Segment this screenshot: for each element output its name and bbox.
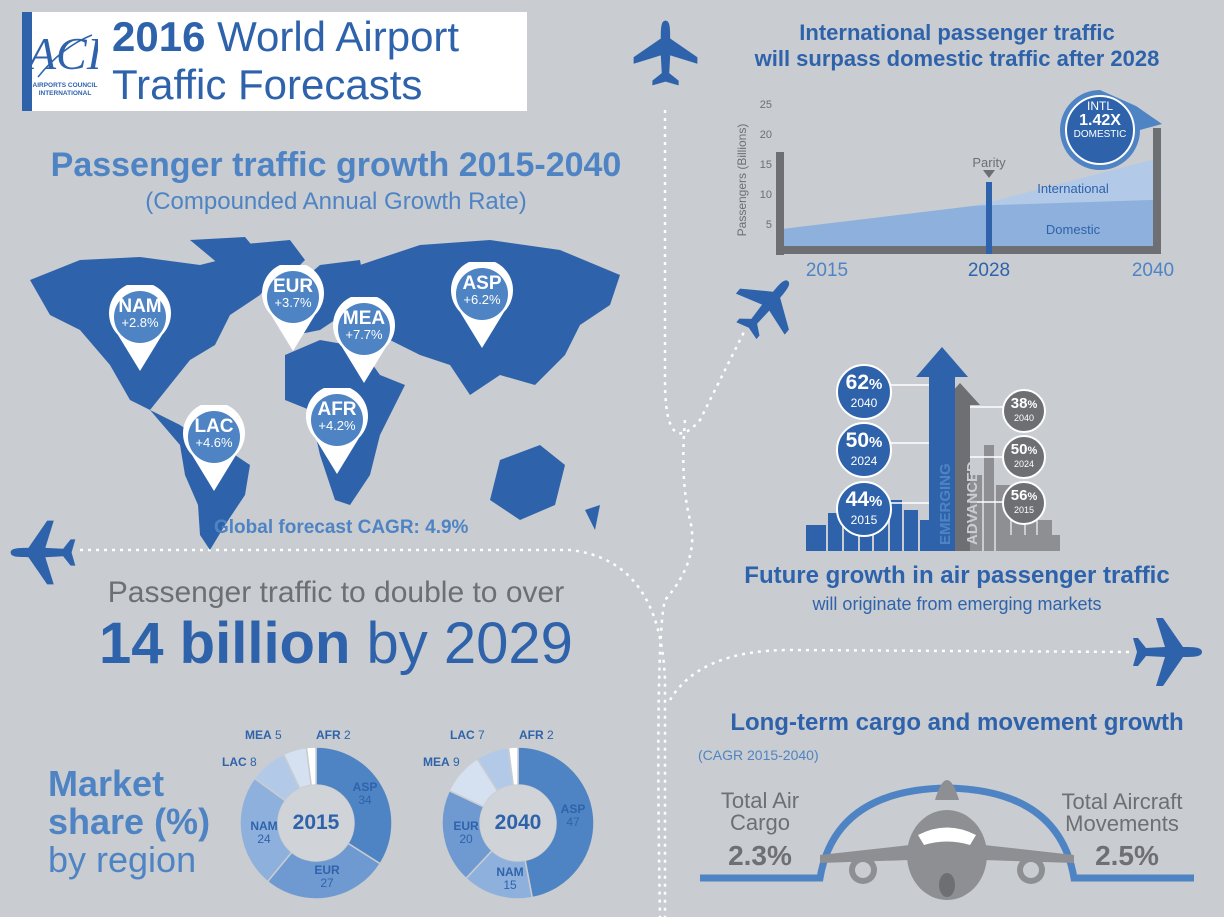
axis-left-bar <box>776 152 784 255</box>
region-pin-afr: AFR +4.2% <box>305 385 369 476</box>
donut-2015-legend-lac: LAC 8 <box>222 755 257 769</box>
cargo-left-label: Total Air Cargo <box>720 788 800 835</box>
domestic-label: Domestic <box>1046 222 1101 237</box>
svg-text:15: 15 <box>760 159 772 171</box>
svg-text:25: 25 <box>760 99 772 111</box>
donut-hole <box>278 785 354 861</box>
page-title-line1: 2016 World Airport <box>112 13 460 60</box>
future-heading: Future growth in air passenger traffic <box>744 562 1170 589</box>
airplane-icon <box>633 20 698 86</box>
svg-text:AIRPORTS COUNCIL: AIRPORTS COUNCIL <box>33 82 98 89</box>
donut-2015-label-eur: EUR 27 <box>314 863 340 890</box>
donut-chart-2040 <box>441 746 595 900</box>
intl-area-chart: Parity International Domestic 25 20 15 1… <box>735 99 1174 281</box>
region-pin-nam: NAM +2.8% <box>108 282 172 373</box>
aci-logo: ACI AIRPORTS COUNCIL INTERNATIONAL <box>25 17 105 107</box>
skyline-emerging-advanced: EMERGING ADVANCED <box>806 347 1060 551</box>
growth-subheading: (Compounded Annual Growth Rate) <box>145 188 527 215</box>
donut-2015-label-nam: NAM 24 <box>250 819 278 846</box>
donut-2015-year: 2015 <box>292 811 340 834</box>
svg-text:INTERNATIONAL: INTERNATIONAL <box>39 90 92 97</box>
growth-heading: Passenger traffic growth 2015-2040 <box>50 146 622 184</box>
parity-line <box>986 182 992 254</box>
airplane-icon <box>10 520 76 585</box>
double-headline: 14 billion by 2029 <box>99 611 573 676</box>
svg-text:2015: 2015 <box>806 260 848 281</box>
region-pin-asp: ASP +6.2% <box>450 259 514 350</box>
svg-text:10: 10 <box>760 189 772 201</box>
advanced-bubble-2024: 50% 2024 <box>1002 435 1046 479</box>
emerging-bubble-2040: 62% 2040 <box>836 364 892 420</box>
svg-text:ACI: ACI <box>32 28 98 79</box>
donut-2015-label-asp: ASP 34 <box>352 780 378 807</box>
future-subheading: will originate from emerging markets <box>812 594 1102 614</box>
emerging-bubble-2015: 44% 2015 <box>836 481 892 537</box>
donut-2040-legend-mea: MEA 9 <box>423 755 460 769</box>
region-pin-eur: EUR +3.7% <box>261 262 325 353</box>
y-axis-label: Passengers (Billions) <box>735 124 749 237</box>
emerging-label: EMERGING <box>937 463 954 545</box>
area-domestic <box>784 199 1153 246</box>
region-pin-mea: MEA +7.7% <box>332 294 396 385</box>
svg-text:2028: 2028 <box>968 260 1010 281</box>
double-intro: Passenger traffic to double to over <box>107 576 565 609</box>
region-pin-lac: LAC +4.6% <box>182 402 246 493</box>
donut-chart-2015 <box>239 746 393 900</box>
advanced-label: ADVANCED <box>964 461 981 545</box>
airplane-icon <box>1133 618 1202 686</box>
intl-ratio-badge: INTL 1.42X DOMESTIC <box>1073 99 1127 141</box>
global-cagr: Global forecast CAGR: 4.9% <box>214 517 469 538</box>
donut-hole <box>480 785 556 861</box>
airplane-icon <box>735 280 790 340</box>
intl-heading: International passenger traffic will surp… <box>754 20 1160 71</box>
donut-2040-label-nam: NAM 15 <box>496 865 524 892</box>
cargo-right-value: 2.5% <box>1095 840 1159 871</box>
donut-2040-year: 2040 <box>494 811 542 834</box>
donut-2040-legend-lac: LAC 7 <box>450 728 485 742</box>
axis-bottom-bar <box>776 246 1161 254</box>
cargo-subheading: (CAGR 2015-2040) <box>698 747 819 763</box>
cargo-left-value: 2.3% <box>728 840 792 871</box>
donut-2015-legend-afr: AFR 2 <box>316 728 351 742</box>
donut-2040-label-asp: ASP 47 <box>560 802 586 829</box>
parity-label: Parity <box>972 155 1006 170</box>
donut-2040-legend-afr: AFR 2 <box>519 728 554 742</box>
cargo-heading: Long-term cargo and movement growth <box>730 709 1184 736</box>
svg-text:5: 5 <box>766 219 772 231</box>
cargo-right-label: Total Aircraft Movements <box>1061 789 1183 836</box>
advanced-bubble-2040: 38% 2040 <box>1002 389 1046 433</box>
axis-right-bar <box>1153 128 1161 254</box>
advanced-bubble-2015: 56% 2015 <box>1002 481 1046 525</box>
page-title-line2: Traffic Forecasts <box>112 61 423 108</box>
svg-text:2040: 2040 <box>1132 260 1174 281</box>
intl-ratio-badge-shape <box>1060 90 1162 170</box>
international-label: International <box>1037 181 1109 196</box>
donut-2015-legend-mea: MEA 5 <box>245 728 282 742</box>
donut-2040-label-eur: EUR 20 <box>453 819 479 846</box>
front-airplane-icon <box>700 780 1194 900</box>
title-box <box>22 12 527 111</box>
svg-text:20: 20 <box>760 129 772 141</box>
market-heading: Market share (%) by region <box>48 763 211 880</box>
emerging-bubble-2024: 50% 2024 <box>836 422 892 478</box>
